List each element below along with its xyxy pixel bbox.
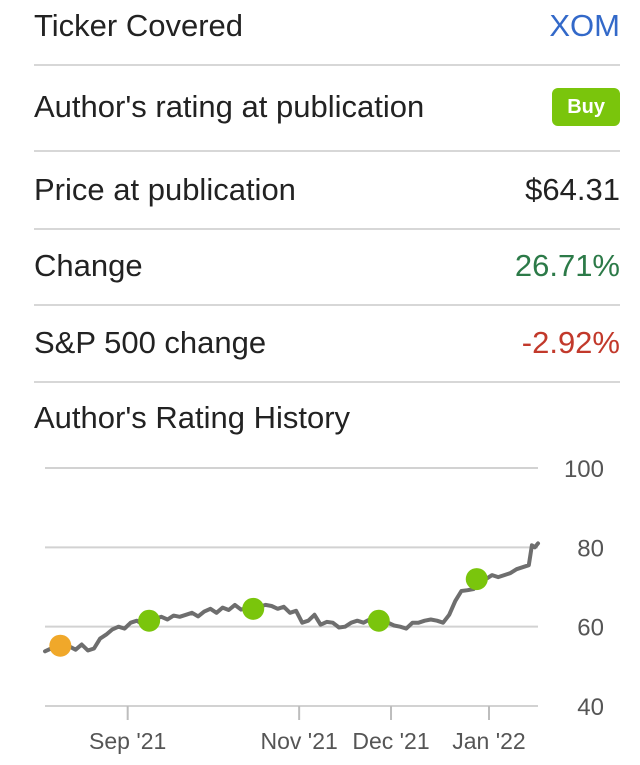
price-value: $64.31	[525, 172, 620, 207]
rating-marker	[49, 634, 72, 657]
divider	[34, 381, 620, 383]
sp500-label: S&P 500 change	[34, 325, 267, 360]
rating-row: Author's rating at publication Buy	[34, 87, 620, 127]
divider	[34, 304, 620, 306]
ticker-row: Ticker Covered XOM	[34, 6, 620, 46]
rating-marker	[465, 568, 488, 591]
rating-marker	[242, 597, 265, 620]
x-tick-label: Dec '21	[352, 728, 429, 754]
ticker-link[interactable]: XOM	[549, 8, 620, 43]
divider	[34, 228, 620, 230]
rating-history-chart: 100 80 60 40 Sep '21 Nov '21 Dec '21 Jan '22	[43, 456, 604, 754]
change-label: Change	[34, 248, 143, 283]
x-tick-label: Jan '22	[452, 728, 525, 754]
sp500-value: -2.92%	[521, 325, 620, 360]
sp500-row: S&P 500 change -2.92%	[34, 323, 620, 363]
rating-badge: Buy	[552, 88, 620, 126]
y-tick-label: 60	[577, 615, 604, 642]
ticker-label: Ticker Covered	[34, 8, 244, 43]
rating-label: Author's rating at publication	[34, 89, 425, 124]
rating-marker	[367, 609, 390, 632]
rating-marker	[138, 609, 161, 632]
change-value: 26.71%	[514, 248, 620, 283]
x-tick-label: Sep '21	[89, 728, 166, 754]
divider	[34, 64, 620, 66]
price-label: Price at publication	[34, 172, 296, 207]
y-tick-label: 40	[577, 694, 604, 721]
divider	[34, 150, 620, 152]
price-row: Price at publication $64.31	[34, 170, 620, 210]
chart-title: Author's Rating History	[34, 400, 351, 435]
rating-line	[43, 541, 540, 654]
y-tick-label: 100	[564, 456, 604, 483]
y-tick-label: 80	[577, 535, 604, 562]
x-tick-label: Nov '21	[261, 728, 338, 754]
change-row: Change 26.71%	[34, 246, 620, 286]
